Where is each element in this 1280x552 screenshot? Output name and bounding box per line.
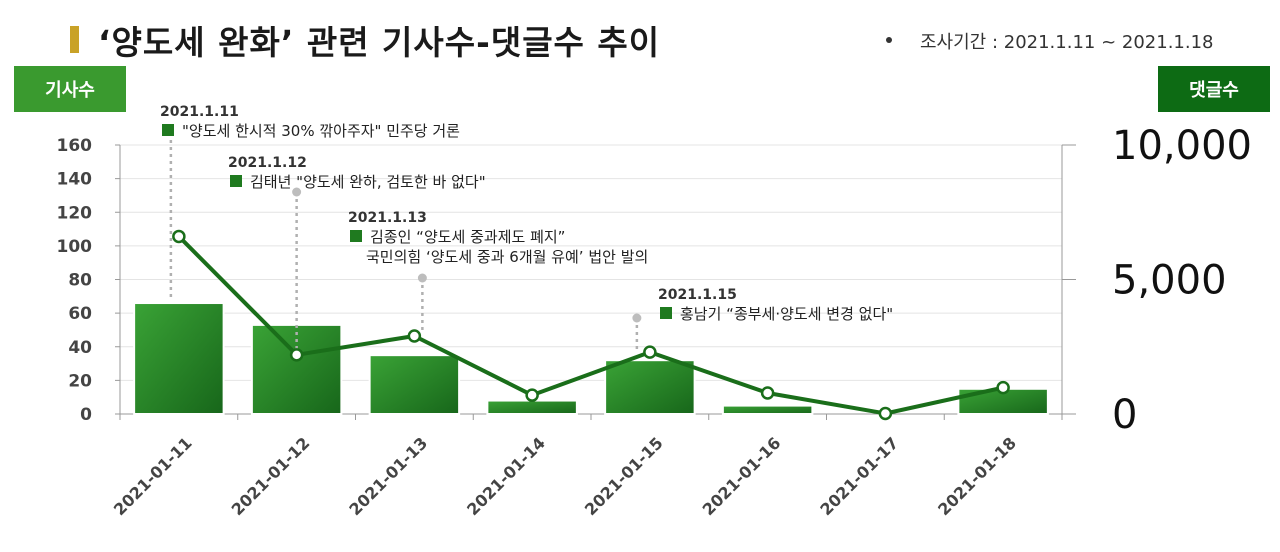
left-tick-label: 100 (57, 237, 93, 257)
annotation-text: 김종인 “양도세 중과제도 폐지” (370, 228, 565, 246)
left-tick-label: 160 (57, 136, 93, 156)
comments-point (172, 229, 186, 244)
annotation-marker (660, 307, 672, 319)
annotation-date: 2021.1.11 (160, 104, 239, 120)
bar (250, 323, 343, 415)
x-tick-label: 2021-01-11 (110, 433, 196, 519)
x-tick-label: 2021-01-18 (934, 433, 1020, 519)
left-tick-label: 60 (68, 304, 92, 324)
annotation-date: 2021.1.15 (658, 287, 737, 303)
title-accent-bar (70, 26, 79, 53)
comments-point (289, 348, 304, 362)
left-tick-label: 40 (68, 338, 92, 358)
survey-period-text: 조사기간 : 2021.1.11 ~ 2021.1.18 (920, 32, 1214, 53)
survey-period: 조사기간 : 2021.1.11 ~ 2021.1.18 (886, 28, 1214, 54)
bar (486, 399, 578, 415)
comments-point (643, 345, 657, 359)
leader-dot (417, 273, 427, 283)
annotation-text: 국민의힘 ‘양도세 중과 6개월 유예’ 법안 발의 (366, 248, 648, 266)
x-tick-label: 2021-01-17 (816, 433, 902, 519)
x-tick-label: 2021-01-14 (463, 433, 549, 519)
annotation-marker (162, 124, 174, 136)
comments-point (407, 329, 422, 343)
left-tick-label: 140 (57, 170, 93, 190)
leader-dot (292, 187, 302, 197)
chart-title: ‘양도세 완화’ 관련 기사수-댓글수 추이 (98, 23, 661, 62)
comments-point (525, 388, 539, 402)
bar (604, 359, 696, 416)
left-tick-label: 120 (57, 203, 93, 223)
left-axis-badge: 기사수 (14, 66, 126, 112)
annotation-text: 홍남기 “종부세·양도세 변경 없다" (680, 305, 893, 323)
right-tick-label: 0 (1112, 392, 1137, 438)
comments-point (878, 406, 893, 421)
x-tick-label: 2021-01-13 (345, 433, 431, 519)
bar (721, 404, 814, 415)
annotation-text: "양도세 한시적 30% 깎아주자" 민주당 거론 (182, 122, 460, 140)
bullet-icon (886, 37, 892, 43)
bar (368, 354, 461, 415)
annotation-marker (230, 175, 242, 187)
bar (133, 302, 225, 416)
leader-dot (632, 313, 642, 323)
comments-point (760, 386, 775, 400)
right-tick-label: 10,000 (1112, 123, 1252, 169)
left-tick-label: 80 (68, 271, 92, 291)
left-tick-label: 20 (68, 371, 92, 391)
x-tick-label: 2021-01-15 (581, 433, 667, 519)
annotation-date: 2021.1.13 (348, 210, 427, 226)
comments-point (996, 380, 1010, 395)
right-axis-badge: 댓글수 (1158, 66, 1270, 112)
annotation-date: 2021.1.12 (228, 155, 307, 171)
x-tick-label: 2021-01-16 (699, 433, 785, 519)
x-tick-label: 2021-01-12 (228, 433, 314, 519)
comments-line (177, 235, 1004, 416)
annotation-marker (350, 230, 362, 242)
right-tick-label: 5,000 (1112, 258, 1227, 304)
annotation-text: 김태년 "양도세 완하, 검토한 바 없다" (250, 173, 486, 191)
left-tick-label: 0 (80, 405, 92, 425)
